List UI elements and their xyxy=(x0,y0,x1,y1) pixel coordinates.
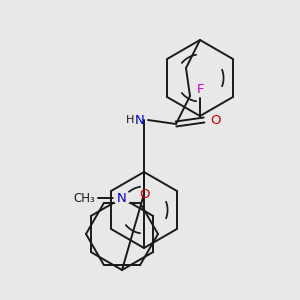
Text: N: N xyxy=(117,191,127,205)
Text: O: O xyxy=(210,113,220,127)
Text: F: F xyxy=(196,83,204,96)
Circle shape xyxy=(114,190,130,206)
Text: CH₃: CH₃ xyxy=(73,191,95,205)
Text: O: O xyxy=(139,188,149,201)
Text: H: H xyxy=(126,115,134,125)
Text: N: N xyxy=(135,113,145,127)
